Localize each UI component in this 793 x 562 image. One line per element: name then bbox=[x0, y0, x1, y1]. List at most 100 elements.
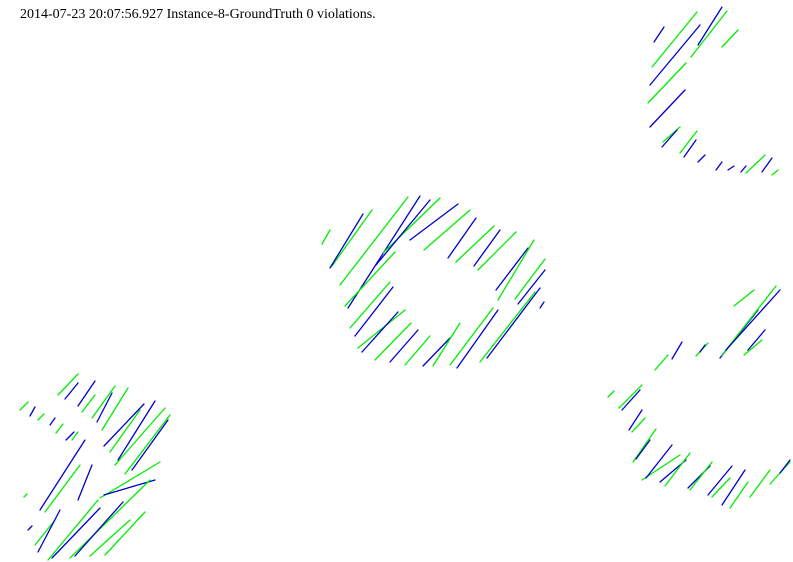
green-stroke bbox=[477, 231, 517, 271]
blue-stroke bbox=[628, 409, 643, 431]
blue-stroke bbox=[721, 469, 746, 506]
blue-stroke bbox=[65, 431, 75, 441]
green-stroke bbox=[55, 423, 64, 434]
green-stroke bbox=[89, 519, 131, 557]
green-stroke bbox=[711, 477, 731, 498]
blue-stroke bbox=[74, 501, 124, 557]
blue-stroke bbox=[447, 217, 477, 259]
green-stroke bbox=[449, 307, 494, 366]
blue-stroke bbox=[131, 419, 169, 471]
green-stroke bbox=[749, 469, 771, 498]
blue-stroke bbox=[653, 26, 665, 43]
blue-stroke bbox=[697, 154, 706, 163]
green-stroke bbox=[47, 499, 99, 561]
blue-stroke bbox=[77, 464, 93, 501]
blue-stroke bbox=[64, 382, 79, 400]
blue-stroke bbox=[517, 269, 546, 305]
blue-stroke bbox=[707, 465, 733, 496]
blue-stroke bbox=[645, 444, 673, 479]
blue-stroke bbox=[51, 507, 101, 559]
green-stroke bbox=[91, 385, 116, 419]
green-stroke bbox=[432, 322, 461, 367]
green-stroke bbox=[99, 461, 161, 499]
green-stroke bbox=[771, 169, 779, 176]
green-stroke bbox=[331, 209, 373, 267]
blue-stroke bbox=[456, 309, 499, 369]
green-stroke bbox=[654, 354, 669, 371]
green-stroke bbox=[404, 335, 431, 366]
blue-stroke bbox=[29, 406, 36, 417]
green-stroke bbox=[662, 126, 681, 143]
blue-stroke bbox=[621, 389, 641, 411]
green-stroke bbox=[743, 339, 763, 356]
blue-stroke bbox=[715, 161, 723, 171]
blue-stroke bbox=[354, 286, 394, 337]
green-stroke bbox=[71, 431, 79, 441]
green-stroke bbox=[632, 428, 657, 463]
blue-stroke bbox=[683, 139, 697, 158]
blue-stroke bbox=[661, 129, 678, 148]
blue-stroke bbox=[103, 403, 145, 447]
green-stroke bbox=[679, 130, 698, 154]
green-stroke bbox=[631, 417, 646, 433]
green-stroke bbox=[124, 414, 171, 475]
green-stroke bbox=[114, 407, 166, 466]
blue-stroke bbox=[422, 337, 451, 367]
blue-stroke bbox=[671, 341, 683, 360]
blue-stroke bbox=[740, 165, 747, 173]
blue-stroke bbox=[697, 6, 723, 46]
green-stroke bbox=[455, 225, 495, 263]
blue-stroke bbox=[409, 203, 459, 241]
green-stroke bbox=[729, 481, 749, 509]
green-stroke bbox=[690, 10, 728, 58]
green-stroke bbox=[689, 461, 713, 491]
blue-stroke bbox=[539, 301, 545, 309]
green-stroke bbox=[497, 239, 535, 301]
green-stroke bbox=[23, 493, 28, 498]
blue-stroke bbox=[103, 479, 156, 496]
green-stroke bbox=[57, 373, 79, 396]
green-stroke bbox=[69, 479, 151, 559]
green-stroke bbox=[651, 11, 698, 68]
blue-stroke bbox=[635, 439, 651, 460]
green-stroke bbox=[339, 196, 409, 286]
green-stroke bbox=[745, 154, 766, 174]
green-stroke bbox=[382, 197, 441, 254]
blue-stroke bbox=[96, 392, 113, 423]
blue-stroke bbox=[117, 400, 156, 461]
blue-stroke bbox=[747, 329, 766, 351]
blue-stroke bbox=[649, 89, 686, 128]
blue-stroke bbox=[495, 247, 529, 291]
blue-stroke bbox=[727, 165, 735, 171]
green-stroke bbox=[344, 251, 396, 307]
green-stroke bbox=[357, 309, 406, 349]
blue-stroke bbox=[486, 287, 541, 359]
green-stroke bbox=[19, 401, 29, 411]
green-stroke bbox=[423, 209, 471, 251]
blue-stroke bbox=[361, 311, 399, 353]
blue-stroke bbox=[699, 344, 706, 353]
green-stroke bbox=[101, 387, 129, 431]
green-stroke bbox=[349, 281, 391, 329]
blue-stroke bbox=[473, 229, 501, 267]
blue-stroke bbox=[39, 439, 86, 511]
blue-stroke bbox=[27, 525, 33, 531]
blue-stroke bbox=[49, 417, 56, 426]
green-stroke bbox=[374, 322, 412, 361]
green-stroke bbox=[664, 452, 691, 487]
green-stroke bbox=[607, 390, 615, 398]
blue-stroke bbox=[329, 213, 364, 269]
blue-stroke bbox=[779, 459, 791, 474]
green-stroke bbox=[81, 394, 96, 413]
blue-stroke bbox=[725, 289, 781, 351]
green-stroke bbox=[321, 229, 331, 245]
green-stroke bbox=[37, 413, 45, 421]
status-line: 2014-07-23 20:07:56.927 Instance-8-Groun… bbox=[20, 7, 376, 22]
green-stroke bbox=[109, 409, 141, 453]
blue-stroke bbox=[761, 157, 773, 173]
blue-stroke bbox=[375, 199, 431, 266]
green-stroke bbox=[34, 519, 56, 546]
green-stroke bbox=[514, 258, 546, 300]
green-stroke bbox=[733, 289, 755, 307]
